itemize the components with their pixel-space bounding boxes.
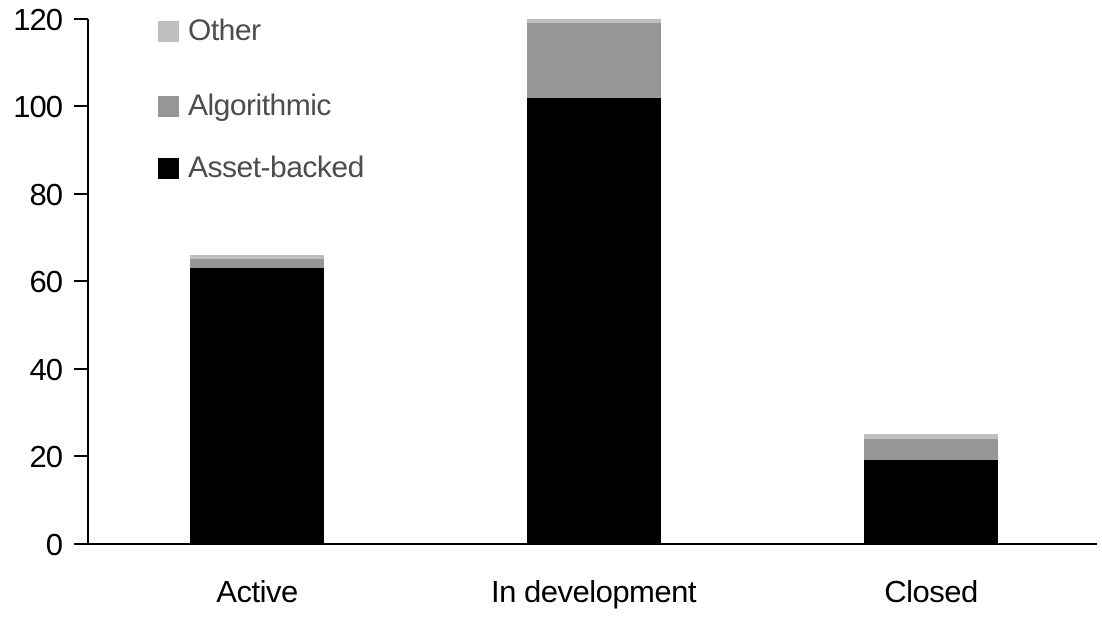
legend-label: Algorithmic [188,89,331,122]
y-tick-label: 20 [29,439,63,475]
x-category-label: In development [491,574,696,609]
bar-segment-asset-backed [526,97,661,544]
bar-segment-algorithmic [190,259,324,269]
x-axis-line [87,543,1097,545]
y-tick-label: 0 [45,526,63,562]
y-tick [74,455,88,458]
legend-swatch-algorithmic [158,95,179,117]
bar-segment-asset-backed [864,460,998,544]
bar-segment-algorithmic [864,438,998,461]
y-tick [74,18,88,20]
legend-item-algorithmic: Algorithmic [158,89,331,122]
legend-swatch-asset-backed [158,157,179,179]
y-tick [74,367,88,370]
y-tick-label: 80 [29,176,63,212]
legend-item-asset-backed: Asset-backed [158,151,364,184]
bar-segment-other [526,19,661,24]
y-tick-label: 60 [29,264,63,300]
bar-in-development [526,19,661,544]
bar-segment-other [864,434,998,439]
y-tick-label: 120 [13,2,63,37]
y-tick-label: 40 [29,351,63,387]
x-category-label: Active [216,574,298,609]
bar-closed [864,434,998,544]
y-tick-label: 100 [13,89,63,125]
y-tick [74,280,88,283]
legend-item-other: Other [158,14,261,47]
y-tick [74,105,88,108]
legend-swatch-other [158,20,179,42]
chart-legend: Other Algorithmic Asset-backed [158,14,458,188]
legend-label: Other [188,14,261,47]
y-tick [74,192,88,195]
y-axis-line [87,19,89,545]
bar-active [190,255,324,544]
bar-segment-other [190,255,324,260]
bar-segment-asset-backed [190,268,324,544]
x-category-label: Closed [884,574,978,609]
bar-segment-algorithmic [526,23,661,98]
y-tick [74,542,88,545]
legend-label: Asset-backed [188,151,364,184]
